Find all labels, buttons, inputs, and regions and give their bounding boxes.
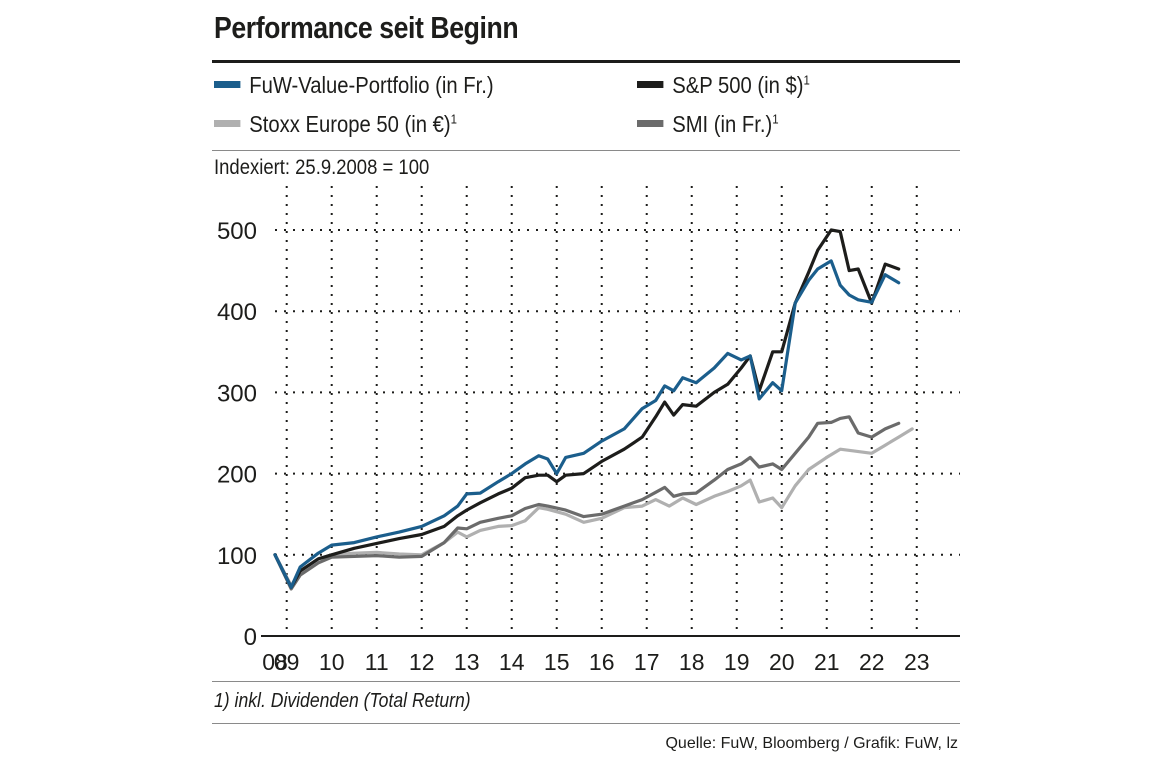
- x-tick-label: 21: [814, 649, 840, 675]
- legend-swatch-sp500: [637, 81, 664, 89]
- series-line-3: [273, 259, 901, 589]
- y-tick-label: 100: [217, 543, 257, 570]
- x-tick-label: 19: [724, 649, 750, 675]
- legend-note-stoxx: 1: [450, 111, 457, 127]
- x-tick-label: 17: [634, 649, 660, 675]
- series-line-2: [273, 228, 901, 589]
- x-tick-label: 08: [262, 649, 288, 675]
- footnote-divider: [212, 681, 960, 682]
- x-tick-label: 12: [409, 649, 435, 675]
- legend-item-fuw: FuW-Value-Portfolio (in Fr.): [214, 72, 494, 99]
- x-tick-label: 14: [499, 649, 525, 675]
- grid-layer: [275, 186, 960, 636]
- series-line-1: [273, 415, 901, 591]
- x-tick-label: 15: [544, 649, 570, 675]
- x-tick-label: 11: [365, 649, 389, 675]
- legend-label-fuw: FuW-Value-Portfolio (in Fr.): [249, 72, 494, 98]
- source-credit: Quelle: FuW, Bloomberg / Grafik: FuW, lz: [665, 735, 958, 752]
- legend-label-stoxx: Stoxx Europe 50 (in €): [249, 111, 451, 137]
- legend-item-smi: SMI (in Fr.)1: [637, 111, 779, 138]
- legend-label-smi: SMI (in Fr.): [672, 111, 773, 137]
- legend-swatch-stoxx: [214, 120, 241, 128]
- source-divider: [212, 723, 960, 724]
- y-tick-label: 400: [217, 299, 257, 326]
- legend-note-sp500: 1: [803, 72, 810, 88]
- legend-note-smi: 1: [772, 111, 779, 127]
- x-tick-label: 16: [589, 649, 615, 675]
- legend-swatch-fuw: [214, 81, 241, 89]
- legend-label-sp500: S&P 500 (in $): [672, 72, 804, 98]
- x-tick-label: 23: [904, 649, 930, 675]
- y-tick-label: 500: [217, 218, 257, 245]
- chart-subtitle: Indexiert: 25.9.2008 = 100: [214, 156, 430, 179]
- x-tick-label: 22: [859, 649, 885, 675]
- x-tick-label: 20: [769, 649, 795, 675]
- series-line-0: [273, 427, 914, 588]
- title-rule: [212, 60, 960, 63]
- x-tick-label: 10: [319, 649, 345, 675]
- chart-title: Performance seit Beginn: [214, 10, 519, 45]
- y-tick-label: 0: [244, 624, 257, 651]
- x-tick-label: 18: [679, 649, 705, 675]
- series-layer: [273, 228, 914, 591]
- y-tick-label: 200: [217, 462, 257, 489]
- footnote: 1) inkl. Dividenden (Total Return): [214, 690, 471, 712]
- legend-item-sp500: S&P 500 (in $)1: [637, 72, 810, 99]
- legend-swatch-smi: [637, 120, 664, 128]
- legend-divider: [212, 150, 960, 151]
- y-tick-label: 300: [217, 380, 257, 407]
- legend-item-stoxx: Stoxx Europe 50 (in €)1: [214, 111, 457, 138]
- x-tick-label: 09: [274, 649, 300, 675]
- x-tick-label: 13: [454, 649, 480, 675]
